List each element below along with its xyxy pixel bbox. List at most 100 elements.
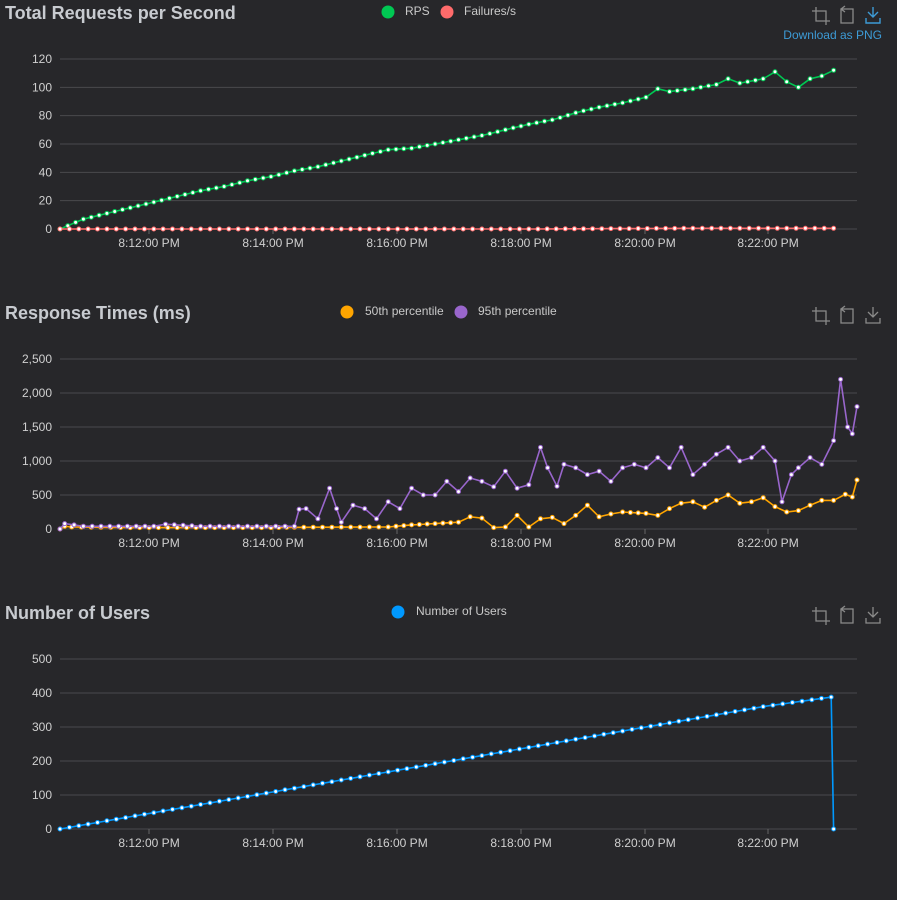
data-point: [706, 83, 711, 89]
x-axis: 8:12:00 PM 8:14:00 PM 8:16:00 PM 8:18:00 PM…: [118, 529, 799, 550]
data-point: [301, 784, 307, 790]
y-axis: 0 100 200 300 400 500: [32, 652, 857, 836]
data-point: [491, 525, 497, 531]
legend-label: RPS: [405, 4, 430, 18]
data-point: [608, 226, 614, 232]
data-point: [374, 516, 379, 522]
data-point: [66, 226, 72, 232]
data-point: [357, 226, 363, 232]
x-tick-label: 8:12:00 PM: [118, 236, 179, 250]
data-point: [448, 138, 454, 144]
y-tick-label: 400: [32, 686, 52, 700]
data-point: [793, 225, 799, 231]
legend-item[interactable]: Number of Users: [391, 604, 507, 619]
legend-marker: [454, 305, 468, 319]
data-point: [635, 510, 641, 516]
x-tick-label: 8:22:00 PM: [737, 536, 798, 550]
data-point: [127, 205, 133, 211]
data-point: [404, 226, 410, 232]
data-point: [667, 465, 672, 471]
x-axis: 8:12:00 PM 8:14:00 PM 8:16:00 PM 8:18:00 PM…: [118, 829, 799, 850]
download-icon[interactable]: [865, 7, 881, 24]
restore-icon[interactable]: [840, 5, 854, 24]
data-point: [821, 225, 827, 231]
data-point: [331, 160, 336, 166]
y-tick-label: 80: [39, 109, 53, 123]
data-point: [479, 515, 485, 521]
crop-select-icon[interactable]: [812, 7, 830, 25]
data-point: [596, 468, 602, 474]
data-point: [370, 150, 375, 156]
data-point: [752, 77, 758, 83]
data-point: [554, 483, 560, 489]
data-point: [690, 86, 696, 92]
crop-select-icon[interactable]: [812, 307, 830, 325]
download-png-label[interactable]: Download as PNG: [783, 28, 882, 42]
data-point: [76, 226, 82, 232]
data-point: [655, 455, 661, 461]
data-point: [467, 475, 473, 481]
data-point: [498, 749, 504, 755]
download-icon[interactable]: [865, 307, 881, 324]
data-point: [845, 424, 851, 430]
legend-item[interactable]: 50th percentile: [340, 304, 445, 319]
restore-icon[interactable]: [840, 305, 854, 324]
download-icon[interactable]: [865, 607, 881, 624]
crop-select-icon[interactable]: [812, 607, 830, 625]
data-point: [263, 523, 269, 529]
data-point: [549, 117, 555, 123]
data-point: [545, 741, 551, 747]
data-point: [581, 108, 586, 114]
legend-item[interactable]: 95th percentile: [454, 304, 558, 319]
data-point: [470, 226, 476, 232]
data-point: [141, 226, 147, 232]
data-point: [310, 226, 316, 232]
data-point: [573, 512, 579, 518]
data-point: [198, 188, 204, 194]
data-point: [112, 209, 118, 214]
data-point: [432, 761, 438, 767]
data-point: [235, 226, 241, 232]
data-point: [393, 146, 399, 152]
data-point: [221, 184, 227, 189]
legend-marker: [440, 5, 454, 19]
restore-icon[interactable]: [840, 605, 854, 624]
data-point: [471, 134, 477, 140]
data-point: [395, 767, 401, 773]
data-point: [588, 106, 594, 112]
data-point: [819, 695, 824, 701]
legend-item[interactable]: RPS: [381, 4, 430, 19]
data-point: [620, 100, 626, 106]
data-point: [226, 797, 232, 803]
data-point: [366, 226, 372, 232]
data-point: [526, 524, 532, 530]
data-point: [655, 512, 661, 518]
data-point: [690, 225, 696, 231]
data-point: [849, 431, 855, 437]
data-point: [245, 793, 250, 799]
legend-item[interactable]: Failures/s: [440, 4, 517, 19]
data-point: [463, 135, 469, 141]
data-point: [151, 523, 157, 529]
data-point: [643, 510, 649, 516]
data-point: [713, 712, 719, 718]
data-point: [854, 404, 860, 410]
data-point: [98, 523, 104, 529]
x-tick-label: 8:12:00 PM: [118, 836, 179, 850]
data-point: [416, 522, 422, 527]
data-point: [235, 523, 241, 529]
data-point: [348, 524, 354, 530]
data-point: [516, 746, 522, 752]
data-point: [57, 226, 63, 232]
data-point: [526, 482, 532, 488]
data-point: [746, 225, 752, 231]
data-point: [674, 88, 680, 94]
data-point: [107, 523, 113, 529]
data-point: [725, 444, 731, 450]
data-point: [538, 444, 543, 450]
data-point: [526, 226, 532, 232]
data-point: [135, 203, 141, 209]
data-point: [320, 524, 325, 530]
